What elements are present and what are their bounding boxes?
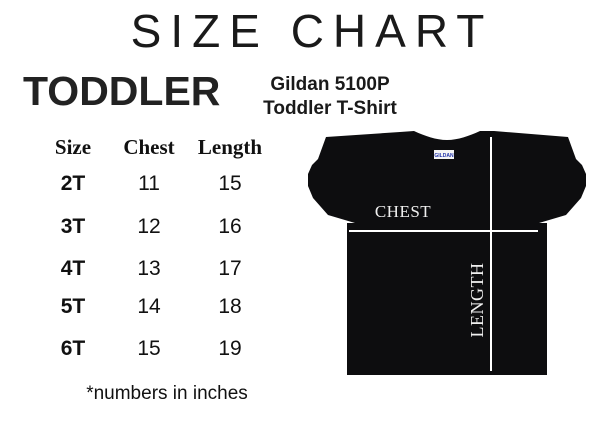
svg-text:LENGTH: LENGTH	[467, 263, 487, 338]
svg-text:GILDAN: GILDAN	[434, 153, 454, 159]
svg-text:CHEST: CHEST	[375, 202, 431, 221]
